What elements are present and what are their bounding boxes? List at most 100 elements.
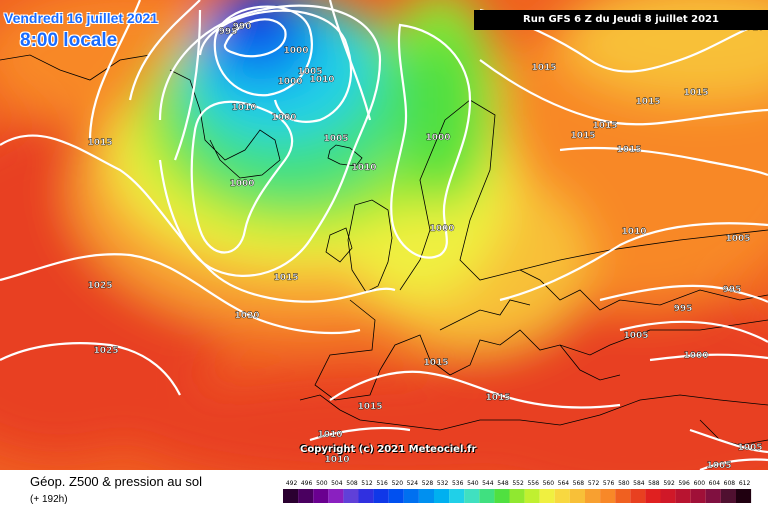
color-scale-swatch [675,489,691,503]
color-scale-tick-label: 516 [376,480,388,487]
color-scale-tick-label: 572 [588,480,600,487]
color-scale-swatch [705,489,721,503]
color-scale-tick-label: 536 [452,480,464,487]
isobar-label: 1025 [87,281,112,291]
color-scale-tick-label: 508 [346,480,358,487]
color-scale-swatch [373,489,389,503]
color-scale-tick-label: 604 [709,480,721,487]
isobar-label: 1015 [273,273,298,283]
color-scale-tick-label: 568 [573,480,585,487]
color-scale-swatch [615,489,631,503]
isobar-label: 1000 [429,224,454,234]
color-scale-tick-label: 576 [603,480,615,487]
color-scale-swatch [539,489,555,503]
isobar-label: 1015 [87,138,112,148]
run-info-box: Run GFS 6 Z du Jeudi 8 juillet 2021 [474,10,768,30]
color-scale-tick-label: 548 [497,480,509,487]
color-scale-tick-label: 540 [467,480,479,487]
isobar-label: 1000 [683,351,708,361]
isobar-label: 1015 [635,97,660,107]
color-scale-tick-label: 596 [678,480,690,487]
isobar-label: 1025 [93,346,118,356]
footer-title: Géop. Z500 & pression au sol [30,474,202,489]
isobar-label: 995 [219,27,238,37]
isobar-label: 1005 [737,443,762,453]
run-label: Run GFS 6 Z du Jeudi 8 juillet 2021 [523,14,719,25]
color-scale-tick-label: 544 [482,480,494,487]
isobar-label: 1005 [623,331,648,341]
color-scale-swatch [403,489,419,503]
copyright-notice: Copyright (c) 2021 Meteociel.fr [300,444,477,455]
color-scale-swatch [298,489,314,503]
isobar-label: 1005 [297,67,322,77]
isobar-label: 1000 [277,77,302,87]
color-scale-swatch [464,489,480,503]
color-scale-swatch [690,489,706,503]
forecast-time-title: 8:00 locale [20,30,118,51]
isobar-label: 1020 [234,311,259,321]
isobar-label: 1015 [616,145,641,155]
isobar-label: 1005 [725,234,750,244]
color-scale-tick-label: 556 [527,480,539,487]
isobar-label: 1005 [706,461,731,470]
color-scale-tick-label: 496 [301,480,313,487]
isobar-label: 1000 [425,133,450,143]
color-scale-tick-label: 584 [633,480,645,487]
color-scale-tick-label: 612 [739,480,751,487]
color-scale-swatch [494,489,510,503]
isobar-label: 1010 [317,430,342,440]
color-scale-swatch [509,489,525,503]
color-scale-tick-label: 504 [331,480,343,487]
color-scale-swatch [645,489,661,503]
color-scale-tick-label: 528 [422,480,434,487]
color-scale-tick-label: 532 [437,480,449,487]
color-scale-swatch [283,489,299,503]
color-scale-tick-label: 520 [392,480,404,487]
color-scale-swatch [449,489,465,503]
color-scale-tick-label: 580 [618,480,630,487]
color-scale-swatch [358,489,374,503]
color-scale-tick-label: 608 [724,480,736,487]
color-scale-swatch [434,489,450,503]
isobar-label: 1000 [283,46,308,56]
isobar-label: 1015 [531,63,556,73]
color-scale-tick-label: 564 [558,480,570,487]
isobar-label: 1000 [229,179,254,189]
isobar-lines [0,0,768,470]
color-scale-swatch [388,489,404,503]
color-scale-swatch [569,489,585,503]
isobar-label: 1010 [231,103,256,113]
forecast-date-title: Vendredi 16 juillet 2021 [4,10,159,26]
color-scale: 492 496 500 504 508 512 516 520 524 528 532 536 540 5… [283,480,752,503]
isobar-label: 1010 [309,75,334,85]
footer-subtitle: (+ 192h) [30,494,68,505]
isobar-label: 995 [674,304,693,314]
isobar-label: 1010 [621,227,646,237]
color-scale-swatch [313,489,329,503]
color-scale-tick-label: 600 [694,480,706,487]
geopotential-field [0,0,768,470]
color-scale-tick-label: 552 [512,480,524,487]
isobar-label: 1010 [324,455,349,465]
color-scale-swatch [418,489,434,503]
color-scale-tick-label: 500 [316,480,328,487]
color-scale-swatch [630,489,646,503]
color-scale-tick-label: 588 [648,480,660,487]
color-scale-tick-label: 560 [543,480,555,487]
color-scale-swatch [479,489,495,503]
color-scale-swatch [585,489,601,503]
isobar-label: 1015 [357,402,382,412]
isobar-label: 1015 [683,88,708,98]
color-scale-tick-label: 592 [663,480,675,487]
isobar-label: 1005 [323,134,348,144]
isobar-label: 1015 [592,121,617,131]
color-scale-swatch [600,489,616,503]
isobar-label: 1015 [570,131,595,141]
color-scale-swatch [720,489,736,503]
color-scale-tick-label: 512 [361,480,373,487]
color-scale-tick-label: 524 [407,480,419,487]
isobar-label: 990 [233,22,252,32]
